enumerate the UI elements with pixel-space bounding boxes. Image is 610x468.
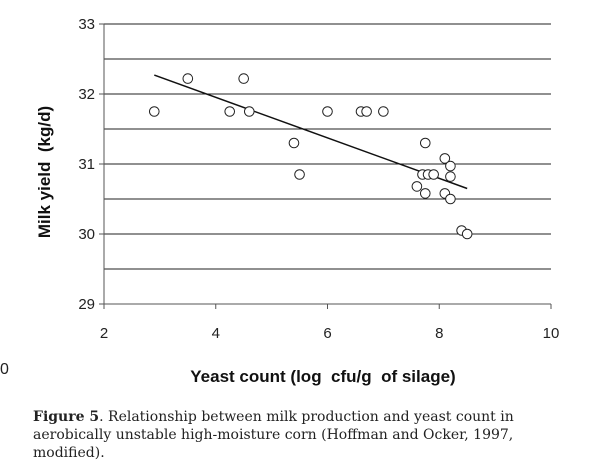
- x-tick-label: 6: [323, 325, 331, 342]
- data-point: [322, 106, 333, 117]
- data-point: [243, 106, 255, 117]
- x-tick-label: 10: [543, 325, 560, 342]
- tick-labels: 29 30 31 32 33 2 4 6 8 10: [78, 16, 559, 342]
- figure-caption-text: . Relationship between milk production a…: [33, 409, 514, 461]
- trendline-layer: [154, 74, 468, 190]
- data-point: [288, 137, 300, 149]
- data-point: [461, 228, 473, 240]
- data-point: [361, 106, 372, 117]
- x-tick-label: 2: [100, 325, 108, 342]
- data-points: [148, 73, 473, 240]
- data-point: [182, 73, 194, 84]
- data-point: [378, 106, 389, 117]
- data-point: [445, 193, 456, 205]
- stray-label: 0: [0, 361, 9, 378]
- data-point: [419, 137, 431, 149]
- trendline: [154, 74, 468, 190]
- data-point: [294, 169, 305, 180]
- data-point: [148, 106, 160, 117]
- y-tick-label: 29: [78, 296, 95, 313]
- x-axis-title: Yeast count (log cfu/g of silage): [190, 367, 455, 386]
- y-tick-label: 31: [78, 156, 95, 173]
- data-point: [411, 181, 423, 192]
- x-tick-label: 8: [435, 325, 443, 342]
- data-point: [238, 73, 249, 84]
- data-point: [445, 171, 456, 182]
- y-axis-title: Milk yield (kg/d): [35, 106, 54, 238]
- figure-caption: Figure 5. Relationship between milk prod…: [33, 408, 573, 462]
- axes: [99, 23, 552, 309]
- data-point: [419, 188, 431, 199]
- data-point: [445, 160, 456, 172]
- gridlines: [104, 23, 551, 270]
- data-point: [439, 153, 451, 164]
- x-tick-label: 4: [212, 325, 220, 342]
- y-tick-label: 33: [78, 16, 95, 33]
- y-tick-label: 32: [78, 86, 95, 103]
- figure-label: Figure 5: [33, 409, 100, 425]
- data-point: [224, 106, 236, 117]
- data-point: [428, 169, 439, 180]
- y-tick-label: 30: [78, 226, 95, 243]
